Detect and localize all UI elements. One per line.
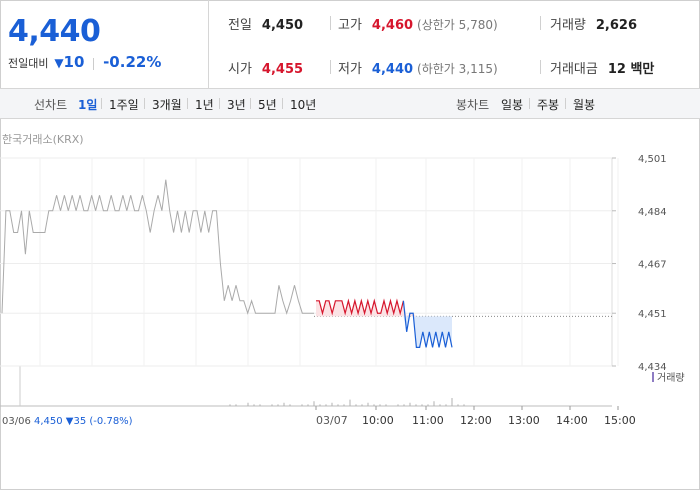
change-divider: [93, 57, 95, 70]
candle-monthly[interactable]: 월봉: [573, 98, 596, 112]
low-value: 4,440: [371, 62, 414, 77]
stat-volume: 거래량 2,626: [550, 14, 637, 33]
prev-day-series: [1, 179, 314, 315]
period-10year[interactable]: 10년: [290, 98, 317, 112]
current-price: 4,440: [8, 14, 101, 49]
stat-prev-close: 전일 4,450: [228, 14, 303, 33]
change-value: 10: [63, 53, 85, 71]
today-series-down: [402, 300, 453, 348]
stat-open: 시가 4,455: [228, 58, 303, 77]
divider: [282, 98, 283, 109]
y-tick-label: 4,451: [638, 309, 667, 320]
x-tick-label: 13:00: [508, 414, 540, 427]
y-tick-label: 4,501: [638, 154, 667, 165]
data-source: 한국거래소(KRX): [2, 133, 84, 146]
low-label: 저가: [338, 62, 362, 77]
period-5year[interactable]: 5년: [258, 98, 277, 112]
divider: [250, 98, 251, 109]
divider: [565, 98, 566, 109]
down-area-fill: [316, 316, 452, 348]
volume-label: 거래량: [550, 18, 586, 33]
stat-low: 저가 4,440 (하한가 3,115): [338, 58, 498, 77]
candle-weekly[interactable]: 주봉: [537, 98, 560, 112]
prev-day-label: 03/06: [2, 416, 31, 427]
open-value: 4,455: [261, 62, 304, 77]
stat-amount: 거래대금 12 백만: [550, 58, 654, 77]
open-label: 시가: [228, 62, 252, 77]
lower-limit: (하한가 3,115): [417, 62, 498, 76]
change-rate: -0.22%: [103, 53, 162, 71]
up-area-fill: [316, 300, 452, 317]
y-tick-label: 4,484: [638, 207, 667, 218]
period-toolbar: 선차트 1일 1주일 3개월 1년 3년 5년 10년 봉차트 일봉 주봉 월봉: [0, 89, 700, 119]
volume-legend-label: 거래량: [657, 372, 685, 384]
high-value: 4,460: [371, 18, 414, 33]
change-label: 전일대비: [8, 57, 49, 70]
prev-close-label: 전일: [228, 18, 252, 33]
current-price-box: 4,440 전일대비 ▼10 -0.22%: [0, 0, 209, 88]
period-1year[interactable]: 1년: [195, 98, 214, 112]
prev-close-value: 4,450: [261, 18, 304, 33]
y-tick-label: 4,434: [638, 362, 667, 373]
price-summary: 4,440 전일대비 ▼10 -0.22% 전일 4,450 고가 4,460 (상한…: [0, 0, 700, 89]
x-tick-label: 03/07: [316, 414, 348, 427]
x-tick-label: 12:00: [460, 414, 492, 427]
divider: [101, 98, 102, 109]
amount-label: 거래대금: [550, 62, 598, 77]
candle-daily[interactable]: 일봉: [501, 98, 524, 112]
divider: [330, 16, 331, 30]
y-tick-label: 4,467: [638, 260, 667, 271]
x-tick-label: 10:00: [362, 414, 394, 427]
divider: [330, 60, 331, 74]
change-row: 전일대비 ▼10 -0.22%: [8, 53, 161, 71]
divider: [187, 98, 188, 109]
divider: [529, 98, 530, 109]
x-tick-label: 11:00: [412, 414, 444, 427]
high-label: 고가: [338, 18, 362, 33]
divider: [219, 98, 220, 109]
period-1day[interactable]: 1일: [78, 98, 98, 112]
stat-high: 고가 4,460 (상한가 5,780): [338, 14, 498, 33]
amount-value: 12 백만: [607, 62, 655, 77]
candle-chart-label: 봉차트: [456, 98, 490, 112]
prev-day-summary: 4,450 ▼35 (-0.78%): [34, 416, 133, 427]
volume-value: 2,626: [595, 18, 638, 33]
period-3month[interactable]: 3개월: [152, 98, 182, 112]
x-tick-label: 15:00: [604, 414, 636, 427]
x-tick-label: 14:00: [556, 414, 588, 427]
volume-legend-swatch: [652, 372, 654, 382]
stats-table: 전일 4,450 고가 4,460 (상한가 5,780) 거래량 2,626 시가 4,…: [210, 0, 700, 88]
down-triangle-icon: ▼: [54, 56, 64, 70]
today-series-up: [316, 298, 405, 316]
upper-limit: (상한가 5,780): [417, 18, 498, 32]
divider: [540, 16, 541, 30]
divider: [144, 98, 145, 109]
line-chart-label: 선차트: [34, 98, 68, 112]
period-1week[interactable]: 1주일: [109, 98, 139, 112]
period-3year[interactable]: 3년: [227, 98, 246, 112]
divider: [540, 60, 541, 74]
